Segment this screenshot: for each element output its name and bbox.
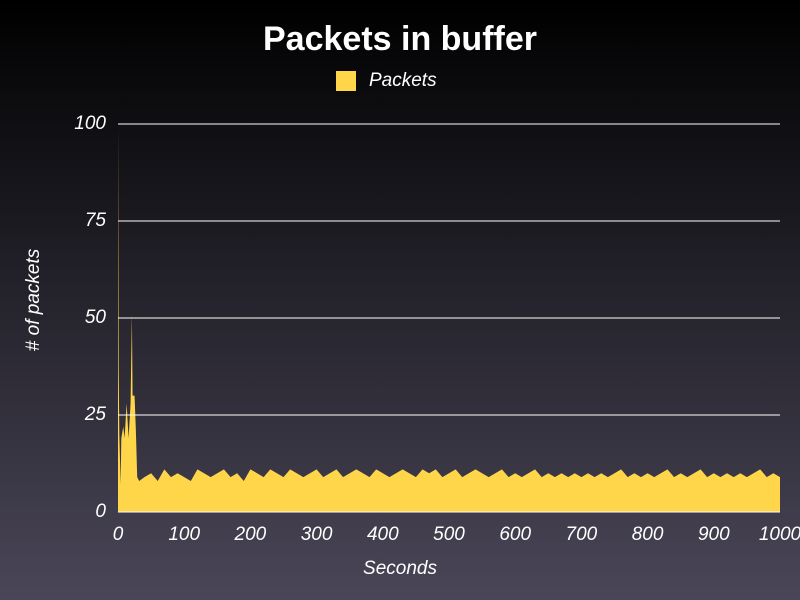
chart-title: Packets in buffer: [263, 20, 537, 58]
x-tick-label: 900: [698, 524, 730, 545]
y-tick-label: 25: [84, 404, 107, 425]
legend-swatch: [336, 71, 356, 91]
x-tick-label: 800: [632, 524, 664, 545]
x-tick-label: 300: [301, 524, 333, 545]
y-axis-label: # of packets: [23, 248, 44, 351]
x-tick-label: 200: [234, 524, 267, 545]
x-tick-label: 100: [168, 524, 200, 545]
x-tick-label: 400: [367, 524, 399, 545]
x-tick-label: 500: [433, 524, 465, 545]
x-tick-label: 600: [499, 524, 531, 545]
x-axis-label: Seconds: [363, 558, 437, 579]
y-tick-label: 100: [74, 113, 106, 134]
x-tick-label: 1000: [759, 524, 800, 545]
x-tick-label: 700: [566, 524, 598, 545]
y-tick-label: 50: [85, 307, 107, 328]
x-tick-label: 0: [113, 524, 124, 545]
y-tick-label: 0: [95, 501, 106, 522]
area: [118, 124, 780, 512]
legend-label: Packets: [369, 70, 437, 91]
y-tick-label: 75: [85, 210, 107, 231]
